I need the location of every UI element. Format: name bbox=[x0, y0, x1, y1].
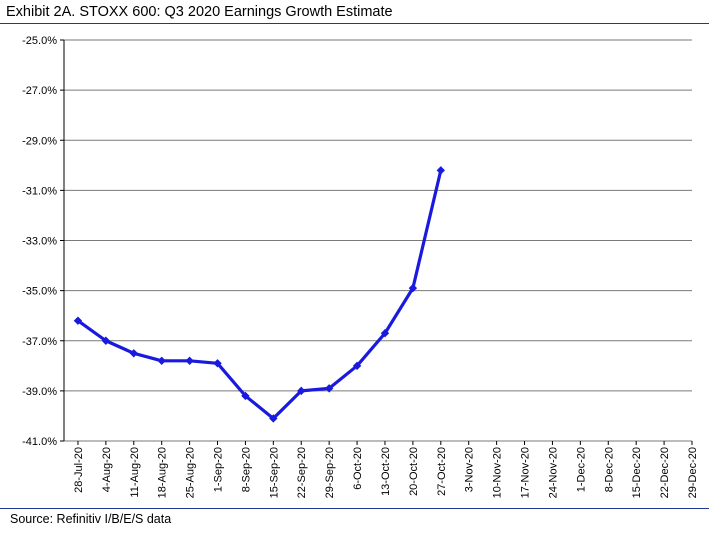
y-tick-label: -33.0% bbox=[22, 236, 57, 248]
data-point-marker bbox=[129, 349, 138, 358]
line-chart: -25.0% -27.0% -29.0% -31.0% -33.0% -35.0% -37.… bbox=[22, 35, 699, 498]
x-tick-label: 28-Jul-20 bbox=[73, 447, 85, 493]
x-tick-label: 8-Sep-20 bbox=[240, 447, 252, 492]
y-tick-label: -37.0% bbox=[22, 336, 57, 348]
x-tick-label: 4-Aug-20 bbox=[101, 447, 113, 492]
x-tick-label: 22-Dec-20 bbox=[659, 447, 671, 498]
data-point-marker bbox=[185, 356, 194, 365]
data-point-marker bbox=[241, 391, 250, 401]
y-tick-label: -31.0% bbox=[22, 185, 57, 197]
x-tick-label: 15-Dec-20 bbox=[631, 447, 643, 498]
x-tick-label: 1-Dec-20 bbox=[575, 447, 587, 492]
x-tick-label: 29-Dec-20 bbox=[687, 447, 699, 498]
y-tick-label: -39.0% bbox=[22, 386, 57, 398]
y-tick-label: -27.0% bbox=[22, 85, 57, 97]
data-point-marker bbox=[269, 414, 278, 423]
x-tick-label: 3-Nov-20 bbox=[464, 447, 476, 492]
data-point-marker bbox=[297, 386, 306, 396]
data-point-marker bbox=[436, 166, 445, 175]
x-tick-label: 6-Oct-20 bbox=[352, 447, 364, 490]
data-point-marker bbox=[408, 283, 418, 293]
chart-title: Exhibit 2A. STOXX 600: Q3 2020 Earnings … bbox=[6, 4, 393, 20]
source-note: Source: Refinitiv I/B/E/S data bbox=[10, 512, 172, 526]
data-point-marker bbox=[73, 316, 83, 325]
x-tick-label: 20-Oct-20 bbox=[408, 447, 420, 496]
data-point-marker bbox=[352, 361, 362, 371]
x-tick-label: 10-Nov-20 bbox=[492, 447, 504, 498]
x-tick-label: 25-Aug-20 bbox=[185, 447, 197, 498]
x-tick-label: 22-Sep-20 bbox=[296, 447, 308, 498]
top-rule bbox=[0, 23, 709, 24]
y-tick-label: -29.0% bbox=[22, 135, 57, 147]
y-tick-label: -35.0% bbox=[22, 286, 57, 298]
x-tick-label: 8-Dec-20 bbox=[603, 447, 615, 492]
data-point-marker bbox=[101, 336, 111, 345]
x-tick-labels: 28-Jul-20 4-Aug-20 11-Aug-20 18-Aug-20 25-Au… bbox=[73, 447, 699, 498]
x-tick-label: 13-Oct-20 bbox=[380, 447, 392, 496]
x-tick-label: 24-Nov-20 bbox=[547, 447, 559, 498]
data-point-marker bbox=[324, 384, 334, 393]
data-point-marker bbox=[380, 329, 390, 338]
x-tick-label: 18-Aug-20 bbox=[157, 447, 169, 498]
gridlines bbox=[64, 39, 692, 442]
x-tick-label: 11-Aug-20 bbox=[129, 447, 141, 498]
x-tick-label: 27-Oct-20 bbox=[436, 447, 448, 496]
x-tick-label: 1-Sep-20 bbox=[213, 447, 225, 492]
x-tick-label: 17-Nov-20 bbox=[520, 447, 532, 498]
data-point-marker bbox=[213, 359, 222, 368]
data-point-marker bbox=[157, 356, 166, 365]
y-tick-label: -25.0% bbox=[22, 35, 57, 47]
bottom-rule bbox=[0, 508, 709, 509]
x-tick-label: 15-Sep-20 bbox=[268, 447, 280, 498]
y-tick-labels: -25.0% -27.0% -29.0% -31.0% -33.0% -35.0% -37.… bbox=[22, 35, 57, 448]
x-tick-label: 29-Sep-20 bbox=[324, 447, 336, 498]
series-line bbox=[76, 168, 443, 421]
y-tick-label: -41.0% bbox=[22, 436, 57, 448]
axes bbox=[60, 39, 693, 445]
series bbox=[73, 166, 445, 423]
